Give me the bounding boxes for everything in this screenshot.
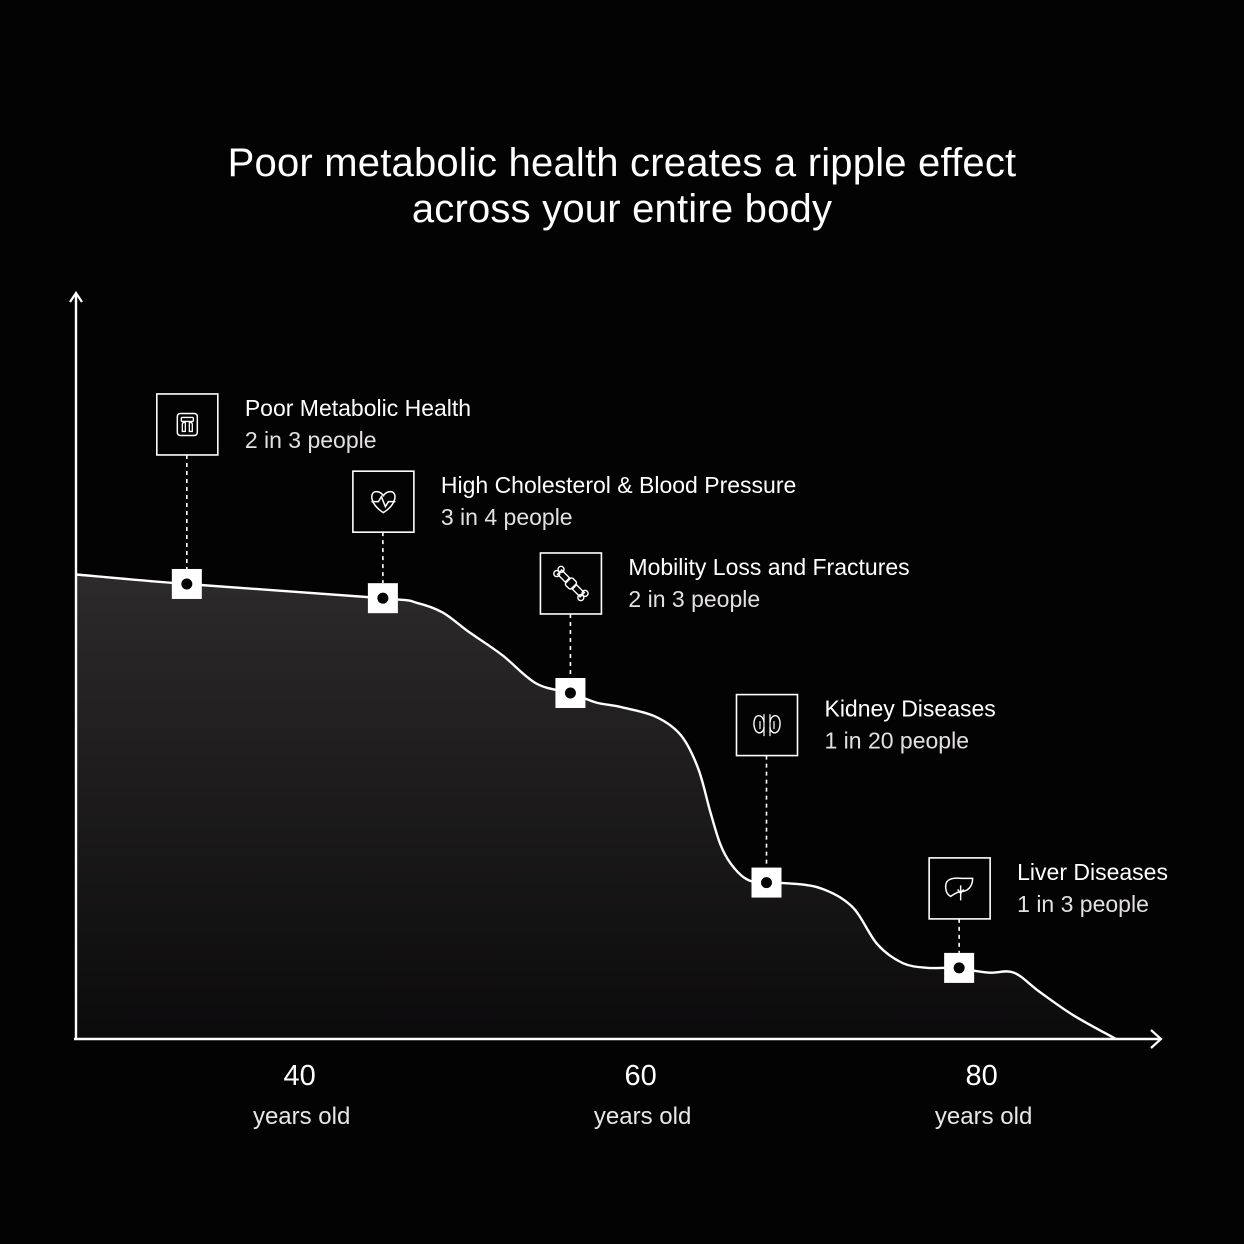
- y-axis-arrow-icon: [69, 291, 83, 303]
- x-axis-ticks: 40 years old 60 years old 80 years old: [253, 1060, 1032, 1130]
- event-prevalence: 3 in 4 people: [441, 504, 573, 530]
- y-axis: [69, 291, 83, 1039]
- x-tick-unit: years old: [935, 1103, 1032, 1130]
- event-label: Mobility Loss and Fractures: [628, 554, 909, 580]
- event-prevalence: 2 in 3 people: [245, 427, 377, 453]
- icon-box: [539, 552, 603, 615]
- event-prevalence: 2 in 3 people: [628, 586, 760, 612]
- x-tick-unit: years old: [253, 1103, 350, 1130]
- event-label: High Cholesterol & Blood Pressure: [441, 472, 796, 498]
- annotation: Kidney Diseases 1 in 20 people: [735, 693, 996, 898]
- joint-bone-icon: [553, 565, 589, 602]
- area-fill: [76, 574, 1116, 1039]
- chart-title-line-2: across your entire body: [411, 187, 833, 231]
- icon-box: [735, 693, 799, 757]
- data-point-dot: [377, 592, 389, 604]
- x-tick-label: 80: [965, 1060, 997, 1092]
- annotation: Poor Metabolic Health 2 in 3 people: [156, 393, 471, 599]
- x-tick-unit: years old: [594, 1103, 691, 1130]
- x-axis-arrow-icon: [1150, 1029, 1163, 1049]
- data-point-dot: [181, 578, 193, 590]
- scale-icon: [176, 412, 199, 437]
- chart-title: Poor metabolic health creates a ripple e…: [0, 140, 1244, 232]
- liver-icon: [944, 877, 974, 901]
- annotation: Mobility Loss and Fractures 2 in 3 people: [539, 552, 910, 708]
- chart-title-line-1: Poor metabolic health creates a ripple e…: [227, 141, 1017, 185]
- data-point-dot: [953, 962, 965, 974]
- heart-pulse-icon: [371, 490, 396, 514]
- icon-box: [156, 393, 219, 456]
- x-tick-label: 60: [624, 1060, 656, 1092]
- event-prevalence: 1 in 3 people: [1017, 891, 1149, 917]
- data-point-dot: [760, 877, 772, 889]
- annotation: Liver Diseases 1 in 3 people: [928, 857, 1168, 983]
- event-label: Kidney Diseases: [824, 696, 995, 722]
- event-prevalence: 1 in 20 people: [824, 728, 969, 754]
- event-label: Poor Metabolic Health: [245, 395, 471, 421]
- kidney-icon: [753, 714, 781, 737]
- x-axis: [74, 1029, 1163, 1049]
- annotation: High Cholesterol & Blood Pressure 3 in 4 …: [352, 470, 796, 614]
- data-point-dot: [564, 687, 576, 699]
- event-label: Liver Diseases: [1017, 859, 1168, 885]
- icon-box: [928, 857, 991, 920]
- x-tick-label: 40: [284, 1060, 316, 1092]
